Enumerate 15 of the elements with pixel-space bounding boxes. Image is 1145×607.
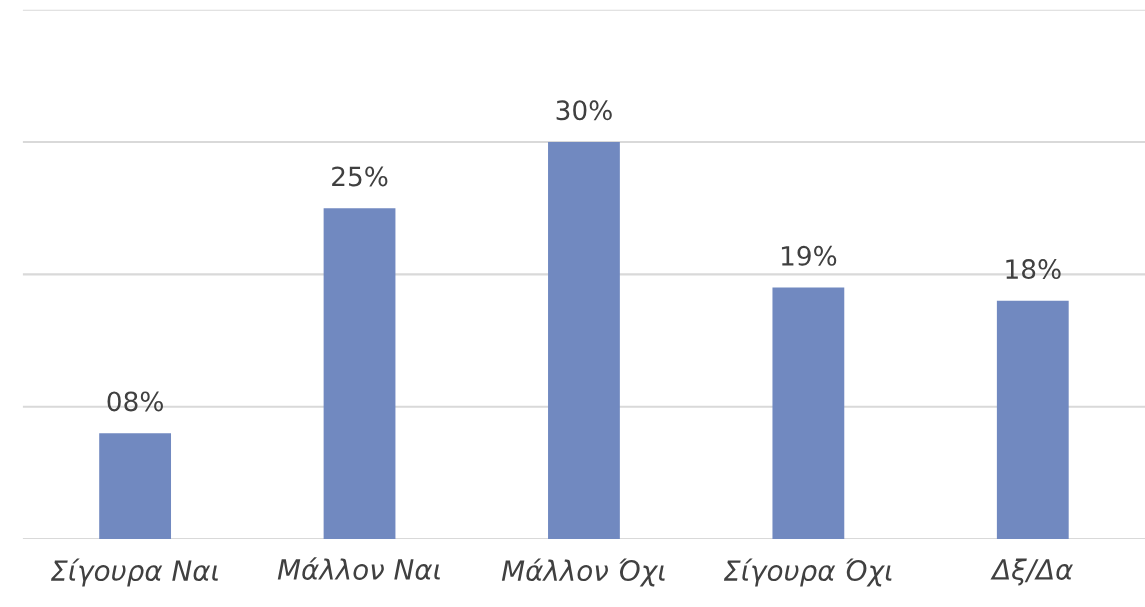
x-tick-label: Μάλλον Ναι (277, 557, 440, 580)
data-label: 25% (332, 166, 388, 187)
bar (323, 208, 396, 540)
x-tick-label: Δξ/Δα (990, 558, 1073, 586)
x-tick-label: Μάλλον Όχι (501, 558, 665, 587)
bar (772, 287, 845, 540)
data-label: 30% (556, 100, 612, 121)
bar (99, 433, 172, 540)
data-label: 08% (107, 391, 163, 412)
bar (548, 142, 620, 540)
x-tick-label: Σίγουρα Ναι (51, 558, 218, 587)
data-label: 18% (1006, 259, 1061, 280)
data-label: 19% (781, 245, 837, 266)
bar (996, 300, 1069, 540)
x-tick-label: Σίγουρα Όχι (723, 558, 892, 587)
